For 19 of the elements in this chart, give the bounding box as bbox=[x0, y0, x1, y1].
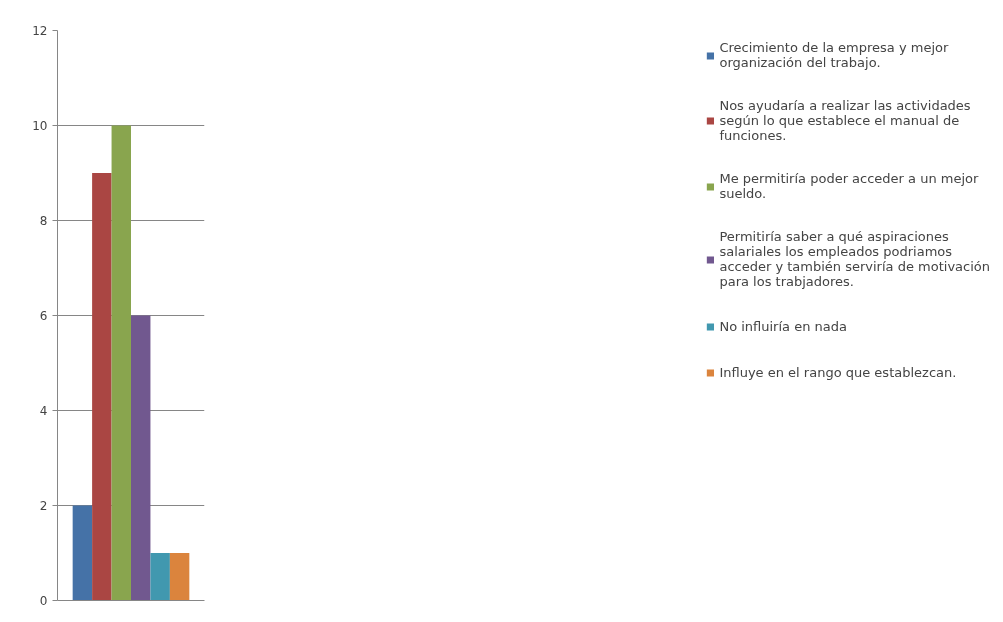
bar bbox=[169, 553, 190, 601]
bar bbox=[131, 315, 151, 601]
legend-label: No influiría en nada bbox=[719, 317, 847, 335]
legend-label: Permitiría saber a qué aspiraciones salariales los empleados podriamos acceder y también serviría de motivación para los trabjadores. bbox=[719, 229, 990, 289]
y-tick-label: 4 bbox=[39, 404, 48, 418]
legend-label: Influye en el rango que establezcan. bbox=[719, 363, 957, 381]
legend-label: Me permitiría poder acceder a un mejor sueldo. bbox=[719, 171, 979, 201]
y-tick-label: 6 bbox=[39, 309, 48, 323]
bar bbox=[92, 173, 112, 601]
y-tick-label: 10 bbox=[32, 119, 48, 133]
y-tick-label: 8 bbox=[39, 214, 48, 228]
legend-label: Nos ayudaría a realizar las actividades según lo que establece el manual de funciones. bbox=[719, 98, 971, 143]
bar bbox=[111, 125, 131, 601]
bar bbox=[72, 505, 93, 601]
bar bbox=[150, 553, 170, 601]
legend-label: Crecimiento de la empresa y mejor organización del trabajo. bbox=[719, 40, 949, 70]
y-tick-label: 12 bbox=[32, 24, 48, 38]
y-tick-label: 2 bbox=[39, 499, 48, 513]
y-tick-label: 0 bbox=[39, 594, 48, 608]
